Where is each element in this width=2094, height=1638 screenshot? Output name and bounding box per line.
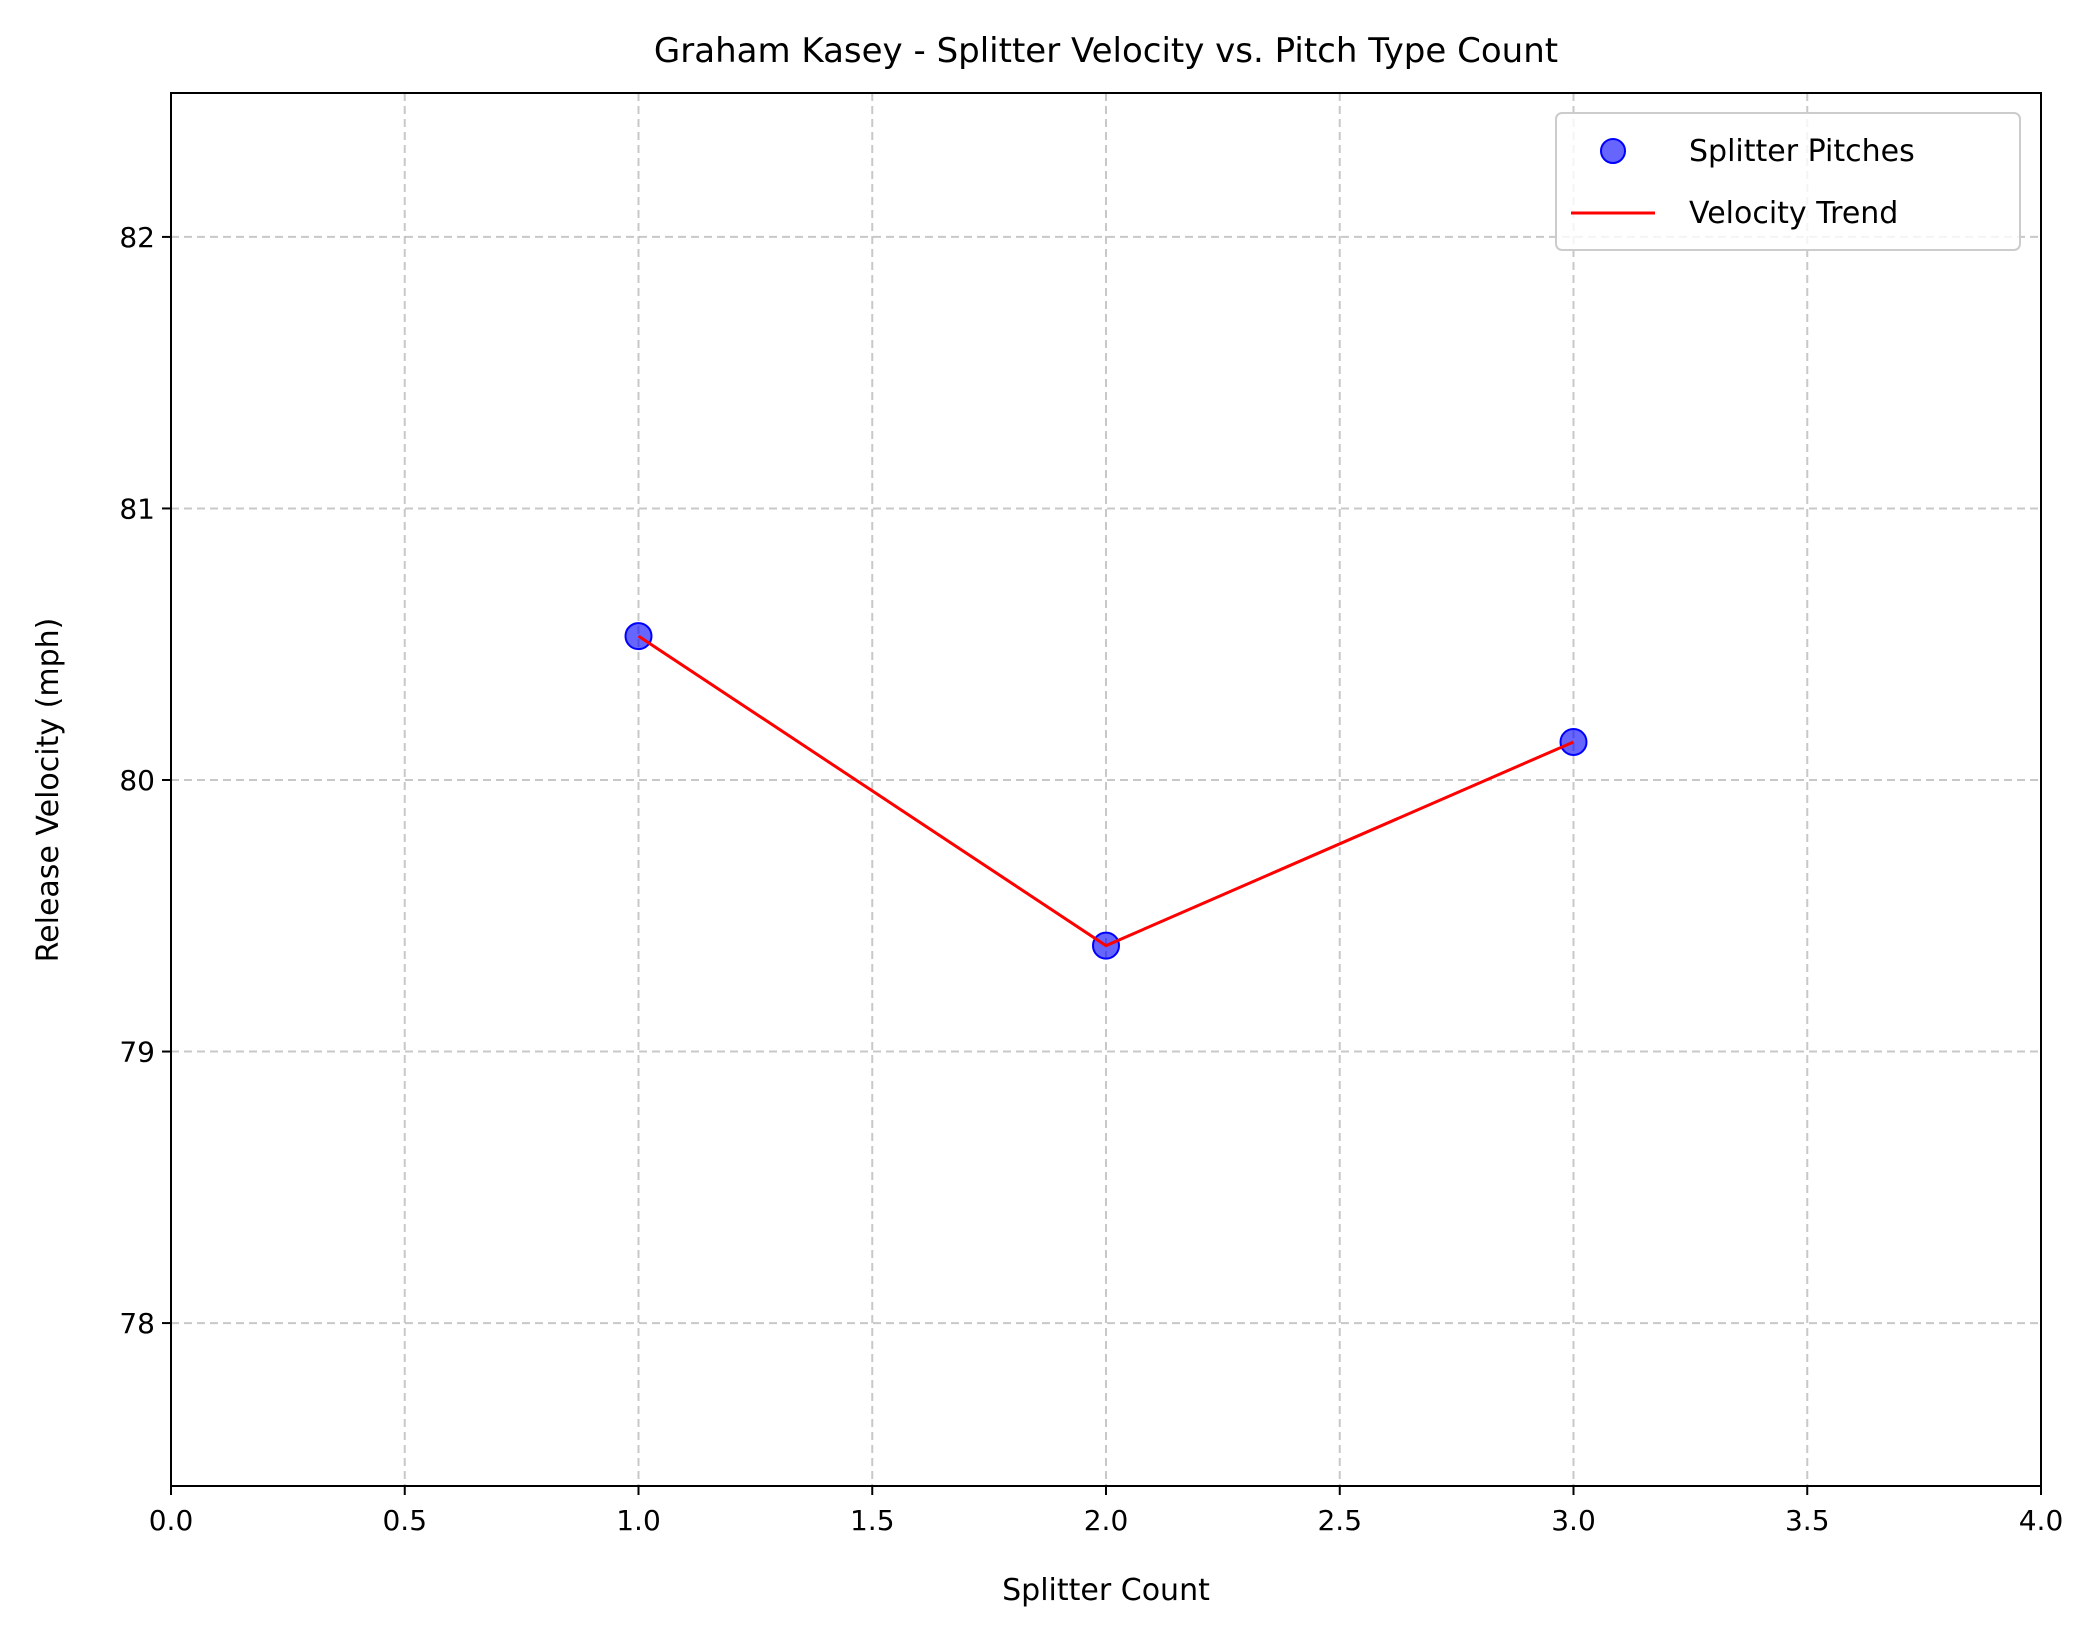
y-tick-label: 82	[119, 221, 155, 254]
ticks: 0.0 0.5 1.0 1.5 2.0 2.5 3.0 3.5 4.0 78 79 80 81 82	[119, 221, 2063, 1537]
x-tick-label: 4.0	[2019, 1504, 2064, 1537]
x-tick-label: 2.0	[1084, 1504, 1129, 1537]
x-tick-label: 3.5	[1785, 1504, 1830, 1537]
plot-frame	[170, 92, 2042, 1487]
legend-marker-splitter-pitches	[1600, 138, 1626, 164]
x-tick-label: 1.0	[616, 1504, 661, 1537]
x-tick-label: 3.0	[1551, 1504, 1596, 1537]
x-axis-label: Splitter Count	[1002, 1573, 1210, 1608]
x-tick-label: 0.0	[149, 1504, 194, 1537]
x-tick-label: 2.5	[1317, 1504, 1362, 1537]
series-layer	[624, 622, 1588, 960]
y-tick-label: 80	[119, 764, 155, 797]
y-axis-label: Release Velocity (mph)	[31, 618, 66, 963]
y-tick-label: 79	[119, 1036, 155, 1069]
legend-label-velocity-trend: Velocity Trend	[1689, 196, 1898, 231]
y-tick-label: 81	[119, 492, 155, 525]
legend-box	[1555, 112, 2021, 251]
velocity-trend-line	[637, 634, 1575, 948]
x-tick-label: 0.5	[382, 1504, 427, 1537]
legend-label-splitter-pitches: Splitter Pitches	[1689, 134, 1915, 169]
x-tick-label: 1.5	[850, 1504, 895, 1537]
y-tick-label: 78	[119, 1307, 155, 1340]
chart-title: Graham Kasey - Splitter Velocity vs. Pit…	[654, 31, 1558, 71]
legend: Splitter Pitches Velocity Trend	[1555, 112, 2021, 251]
